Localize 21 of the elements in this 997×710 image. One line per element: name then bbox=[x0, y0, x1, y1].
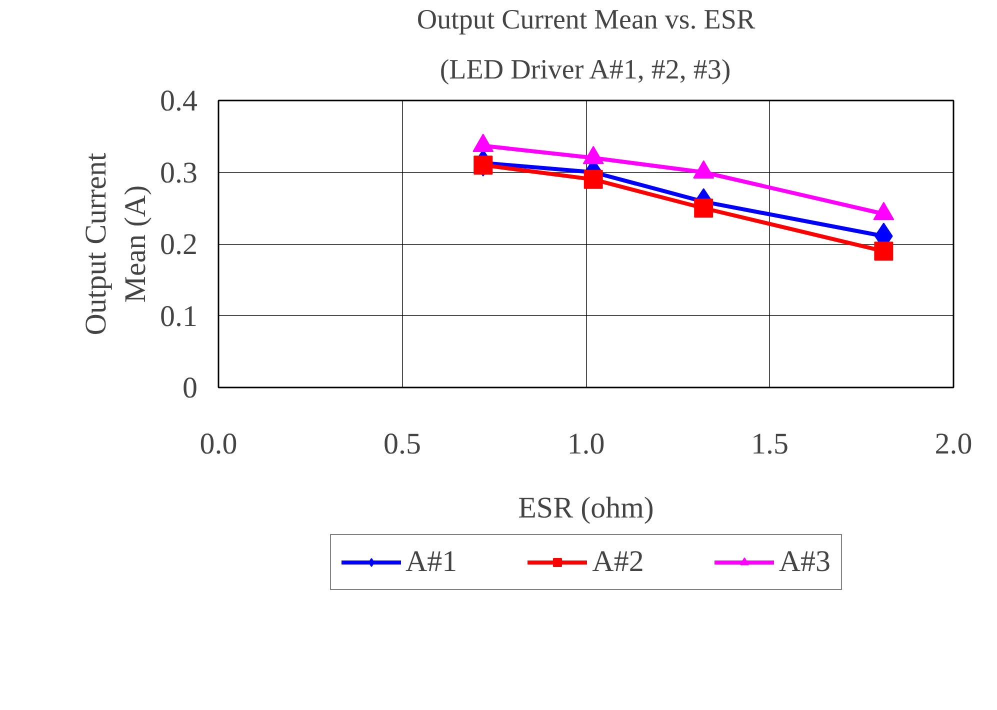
y-axis-title: Output Current Mean (A) bbox=[79, 152, 152, 336]
y-tick-label: 0.1 bbox=[160, 300, 198, 333]
chart-title: Output Current Mean vs. ESR bbox=[416, 4, 756, 36]
legend-label: A#3 bbox=[778, 545, 831, 579]
y-tick-label: 0.3 bbox=[160, 156, 198, 190]
point bbox=[874, 242, 894, 261]
legend-label: A#1 bbox=[405, 545, 458, 579]
x-tick-label: 1.0 bbox=[567, 428, 605, 460]
point bbox=[694, 198, 714, 218]
x-tick-label: 1.5 bbox=[751, 428, 788, 460]
y-tick-label: 0.4 bbox=[160, 84, 198, 118]
y-tick-label: 0 bbox=[182, 372, 198, 404]
x-tick-label: 0.5 bbox=[384, 428, 421, 460]
x-axis-title: ESR (ohm) bbox=[518, 492, 654, 524]
x-tick-label: 0.0 bbox=[200, 428, 238, 460]
x-tick-label: 2.0 bbox=[934, 428, 972, 460]
y-tick-label: 0.2 bbox=[160, 228, 198, 261]
point bbox=[584, 170, 603, 189]
legend-label: A#2 bbox=[592, 545, 644, 579]
point bbox=[474, 156, 493, 175]
chart-subtitle: (LED Driver A#1, #2, #3) bbox=[440, 54, 731, 86]
